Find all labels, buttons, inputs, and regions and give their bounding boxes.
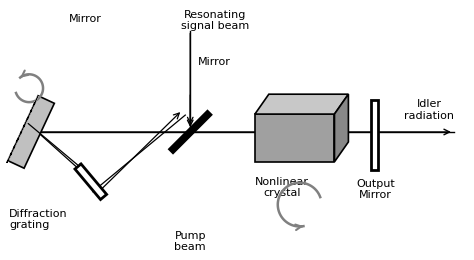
- Polygon shape: [255, 94, 348, 114]
- Polygon shape: [371, 100, 378, 170]
- Text: Output
Mirror: Output Mirror: [356, 179, 395, 200]
- Polygon shape: [255, 114, 335, 162]
- Text: Diffraction
grating: Diffraction grating: [9, 209, 68, 230]
- Polygon shape: [335, 94, 348, 162]
- Polygon shape: [75, 164, 107, 199]
- Text: Resonating
signal beam: Resonating signal beam: [181, 10, 249, 31]
- Polygon shape: [7, 96, 38, 162]
- Text: Nonlinear
crystal: Nonlinear crystal: [255, 177, 309, 198]
- Text: Mirror: Mirror: [198, 57, 231, 67]
- Polygon shape: [169, 110, 212, 153]
- Text: Mirror: Mirror: [69, 14, 102, 24]
- Text: Idler
radiation: Idler radiation: [404, 99, 454, 121]
- Polygon shape: [8, 96, 55, 168]
- Text: Pump
beam: Pump beam: [174, 231, 206, 252]
